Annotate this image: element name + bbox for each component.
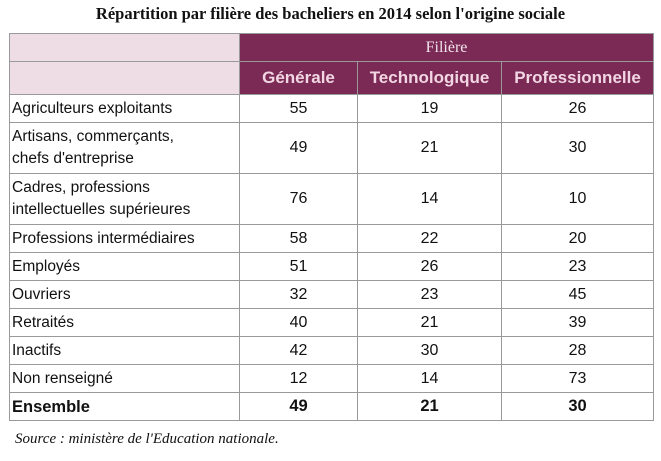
cell-technologique: 22 — [357, 224, 502, 253]
row-label: Employés — [9, 252, 240, 281]
cell-professionnelle: 26 — [500, 94, 655, 123]
cell-professionnelle: 10 — [500, 173, 655, 225]
row-label-line: Cadres, professions — [12, 179, 150, 196]
cell-professionnelle: 39 — [500, 308, 655, 337]
table-row: Artisans, commerçants, chefs d'entrepris… — [9, 122, 655, 174]
data-table: Filière Générale Technologique Professio… — [9, 33, 655, 421]
row-label: Artisans, commerçants, chefs d'entrepris… — [9, 122, 240, 174]
cell-generale: 12 — [239, 364, 358, 393]
cell-professionnelle: 73 — [500, 364, 655, 393]
cell-professionnelle: 30 — [500, 122, 655, 174]
cell-generale: 49 — [239, 122, 358, 174]
row-label: Inactifs — [9, 336, 240, 365]
cell-generale: 51 — [239, 252, 358, 281]
header-row-group: Filière — [9, 33, 655, 62]
group-header-filiere: Filière — [238, 33, 655, 62]
table-title: Répartition par filière des bacheliers e… — [95, 4, 566, 23]
cell-generale: 42 — [239, 336, 358, 365]
row-label: Retraités — [9, 308, 240, 337]
row-label: Professions intermédiaires — [9, 224, 240, 253]
table-row: Inactifs 42 30 28 — [9, 336, 655, 365]
cell-professionnelle: 23 — [500, 252, 655, 281]
cell-technologique: 14 — [357, 364, 502, 393]
source-note: Source : ministère de l'Education nation… — [15, 431, 279, 447]
row-label: Ouvriers — [9, 280, 240, 309]
cell-professionnelle: 28 — [500, 336, 655, 365]
row-label-line: chefs d'entreprise — [12, 150, 134, 167]
total-generale: 49 — [239, 392, 358, 421]
header-row-columns: Générale Technologique Professionnelle — [9, 61, 655, 95]
header-stub — [9, 33, 240, 62]
table-row: Cadres, professions intellectuelles supé… — [9, 173, 655, 225]
row-label-line: intellectuelles supérieures — [12, 201, 191, 218]
table-row: Retraités 40 21 39 — [9, 308, 655, 337]
cell-generale: 76 — [239, 173, 358, 225]
cell-technologique: 23 — [357, 280, 502, 309]
column-header: Technologique — [357, 61, 502, 95]
cell-technologique: 21 — [357, 308, 502, 337]
table-row: Agriculteurs exploitants 55 19 26 — [9, 94, 655, 123]
cell-technologique: 14 — [357, 173, 502, 225]
row-label-line: Artisans, commerçants, — [12, 128, 174, 145]
total-label: Ensemble — [9, 392, 240, 421]
column-header: Générale — [239, 61, 358, 95]
cell-technologique: 21 — [357, 122, 502, 174]
column-header: Professionnelle — [500, 61, 655, 95]
row-label: Agriculteurs exploitants — [9, 94, 240, 123]
cell-professionnelle: 45 — [500, 280, 655, 309]
cell-technologique: 30 — [357, 336, 502, 365]
cell-generale: 55 — [239, 94, 358, 123]
table-row: Non renseigné 12 14 73 — [9, 364, 655, 393]
header-stub — [9, 61, 240, 95]
total-row: Ensemble 49 21 30 — [9, 392, 655, 421]
cell-generale: 32 — [239, 280, 358, 309]
table-row: Employés 51 26 23 — [9, 252, 655, 281]
table-row: Professions intermédiaires 58 22 20 — [9, 224, 655, 253]
row-label: Non renseigné — [9, 364, 240, 393]
cell-technologique: 19 — [357, 94, 502, 123]
row-label: Cadres, professions intellectuelles supé… — [9, 173, 240, 225]
cell-technologique: 26 — [357, 252, 502, 281]
total-professionnelle: 30 — [500, 392, 655, 421]
table-row: Ouvriers 32 23 45 — [9, 280, 655, 309]
cell-professionnelle: 20 — [500, 224, 655, 253]
total-technologique: 21 — [357, 392, 502, 421]
cell-generale: 58 — [239, 224, 358, 253]
cell-generale: 40 — [239, 308, 358, 337]
